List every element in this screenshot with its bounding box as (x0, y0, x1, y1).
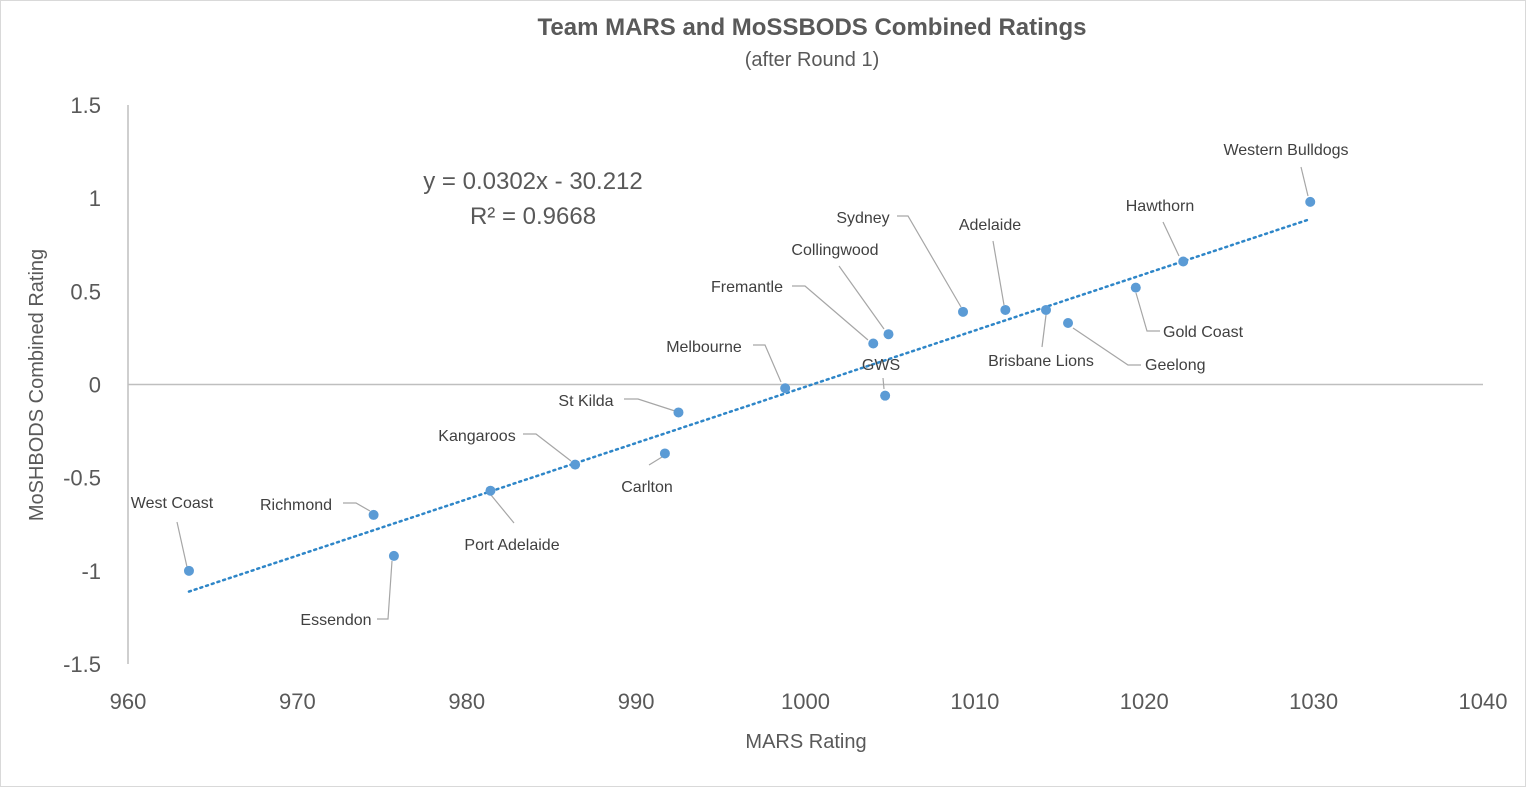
x-axis-title: MARS Rating (745, 731, 866, 753)
label-essendon: Essendon (300, 612, 371, 629)
leader-line-melbourne (753, 344, 782, 383)
trendline-r2: R² = 0.9668 (470, 203, 596, 230)
x-tick-label: 1020 (1120, 689, 1169, 714)
label-richmond: Richmond (260, 497, 332, 514)
label-gold-coast: Gold Coast (1163, 324, 1244, 341)
x-tick-label: 990 (618, 689, 655, 714)
label-kangaroos: Kangaroos (438, 428, 515, 445)
leader-line-st-kilda (624, 398, 676, 412)
x-tick-labels: 960 970 980 990 1000 1010 1020 1030 1040 (110, 689, 1508, 714)
label-geelong: Geelong (1145, 357, 1206, 374)
point-essendon (388, 550, 399, 561)
x-tick-label: 980 (448, 689, 485, 714)
label-carlton: Carlton (621, 479, 673, 496)
y-tick-label: 1 (89, 186, 101, 211)
label-sydney: Sydney (836, 210, 889, 227)
label-melbourne: Melbourne (666, 339, 742, 356)
chart-subtitle: (after Round 1) (745, 49, 880, 71)
leader-line-brisbane-lions (1041, 314, 1047, 348)
label-gws: GWS (862, 357, 900, 374)
y-tick-label: 0 (89, 373, 101, 398)
point-geelong (1063, 318, 1074, 329)
point-kangaroos (570, 459, 581, 470)
leader-line-fremantle (792, 285, 869, 341)
leader-line-port-adelaide (490, 494, 515, 524)
y-tick-label: -0.5 (63, 466, 101, 491)
y-axis-title: MoSHBODS Combined Rating (26, 249, 48, 521)
leader-line-gold-coast (1135, 292, 1160, 332)
point-richmond (368, 509, 379, 520)
x-tick-label: 1040 (1459, 689, 1508, 714)
leader-line-collingwood (838, 265, 885, 330)
label-fremantle: Fremantle (711, 279, 783, 296)
leader-line-west-coast (176, 521, 188, 568)
label-brisbane-lions: Brisbane Lions (988, 353, 1094, 370)
x-tick-label: 970 (279, 689, 316, 714)
point-western-bulldogs (1305, 196, 1316, 207)
leader-line-carlton (648, 456, 663, 466)
label-collingwood: Collingwood (791, 242, 878, 259)
y-tick-label: 1.5 (70, 93, 101, 118)
leader-line-kangaroos (523, 433, 572, 462)
leader-line-richmond (343, 502, 371, 512)
y-tick-label: -1 (81, 559, 101, 584)
label-st-kilda: St Kilda (558, 393, 613, 410)
point-labels: Western Bulldogs Hawthorn Gold Coast Geelon… (131, 142, 1349, 629)
x-tick-label: 1030 (1289, 689, 1338, 714)
leader-line-western-bulldogs (1300, 166, 1309, 197)
point-port-adelaide (485, 485, 496, 496)
point-collingwood (883, 329, 894, 340)
y-tick-labels: 1.5 1 0.5 0 -0.5 -1 -1.5 (63, 93, 101, 677)
point-st-kilda (673, 407, 684, 418)
point-melbourne (780, 383, 791, 394)
point-gws (880, 390, 891, 401)
y-tick-label: -1.5 (63, 652, 101, 677)
leader-line-gws (882, 377, 885, 390)
point-fremantle (868, 338, 879, 349)
trendline (187, 217, 1312, 593)
point-sydney (958, 306, 969, 317)
x-tick-label: 960 (110, 689, 147, 714)
data-points (183, 196, 1316, 576)
point-west-coast (183, 565, 194, 576)
y-tick-label: 0.5 (70, 279, 101, 304)
trendline-equation: y = 0.0302x - 30.212 (423, 168, 643, 195)
leader-lines (176, 166, 1309, 620)
label-hawthorn: Hawthorn (1126, 198, 1194, 215)
label-west-coast: West Coast (131, 495, 214, 512)
point-hawthorn (1178, 256, 1189, 267)
label-western-bulldogs: Western Bulldogs (1223, 142, 1348, 159)
x-tick-label: 1010 (950, 689, 999, 714)
leader-line-adelaide (992, 240, 1005, 306)
leader-line-hawthorn (1162, 221, 1180, 257)
chart-title: Team MARS and MoSSBODS Combined Ratings (538, 14, 1087, 41)
leader-line-sydney (897, 215, 962, 308)
point-carlton (659, 448, 670, 459)
leader-line-geelong (1072, 327, 1141, 366)
point-brisbane-lions (1041, 304, 1052, 315)
leader-line-essendon (377, 560, 393, 620)
label-port-adelaide: Port Adelaide (464, 537, 559, 554)
label-adelaide: Adelaide (959, 217, 1021, 234)
point-adelaide (1000, 304, 1011, 315)
point-gold-coast (1130, 282, 1141, 293)
x-tick-label: 1000 (781, 689, 830, 714)
